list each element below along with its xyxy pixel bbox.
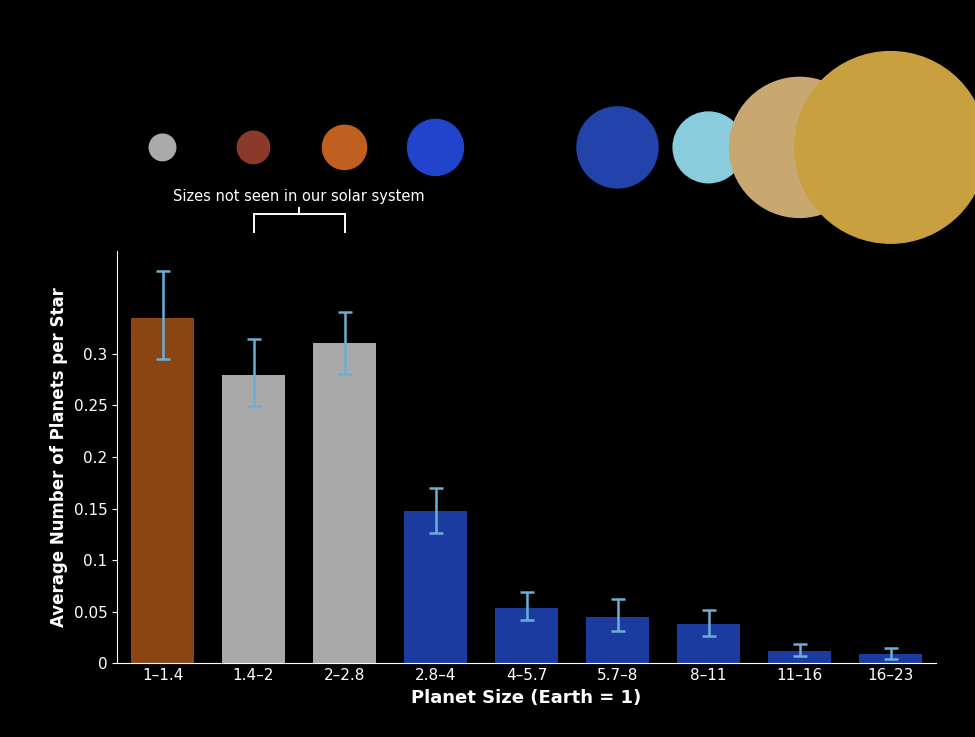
Bar: [859, 654, 922, 663]
Bar: [767, 651, 832, 663]
X-axis label: Planet Size (Earth = 1): Planet Size (Earth = 1): [411, 688, 642, 707]
Bar: [313, 343, 376, 663]
Bar: [494, 607, 559, 663]
Bar: [131, 318, 194, 663]
Bar: [221, 375, 286, 663]
Text: Sizes not seen in our solar system: Sizes not seen in our solar system: [174, 189, 425, 204]
Y-axis label: Average Number of Planets per Star: Average Number of Planets per Star: [50, 287, 68, 627]
Bar: [404, 511, 467, 663]
Bar: [677, 624, 740, 663]
Bar: [586, 617, 649, 663]
